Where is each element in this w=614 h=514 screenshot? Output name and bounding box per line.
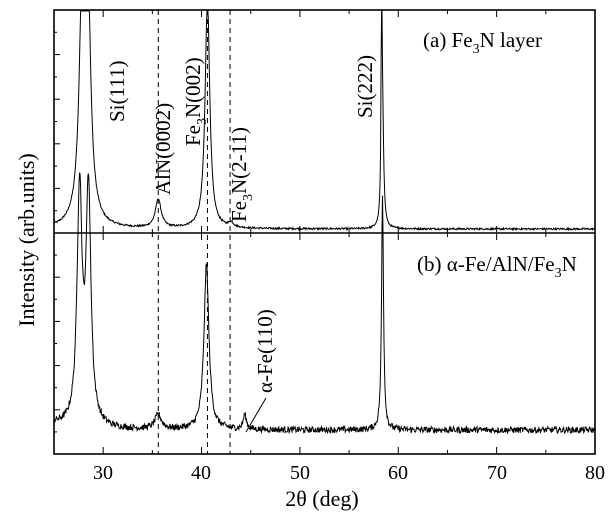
x-tick-label-30: 30 <box>93 462 113 484</box>
x-axis-title: 2θ (deg) <box>285 486 358 511</box>
peak-label-fe3n002: Fe3N(002) <box>181 57 210 146</box>
x-tick-label-80: 80 <box>585 462 605 484</box>
x-axis-ticks <box>53 10 596 454</box>
panel-b-label: (b) α-Fe/AlN/Fe3N <box>417 252 577 281</box>
diffraction-trace-line-b <box>53 172 596 435</box>
diffraction-trace-line-a <box>53 10 596 232</box>
peak-label-fe3n211: Fe3N(2-11) <box>227 127 256 222</box>
x-tick-label-70: 70 <box>487 462 507 484</box>
peak-label-aln0002: AlN(0002) <box>151 103 175 195</box>
x-tick-label-40: 40 <box>191 462 211 484</box>
panel-a-label: (a) Fe3N layer <box>423 28 542 57</box>
x-tick-label-60: 60 <box>388 462 408 484</box>
panel-b-diffraction-trace <box>53 172 596 435</box>
peak-label-si222: Si(222) <box>353 55 377 118</box>
peak-label-si111: Si(111) <box>105 61 129 122</box>
x-tick-label-50: 50 <box>290 462 310 484</box>
y-axis-title: Intensity (arb.units) <box>14 153 39 327</box>
reference-dashed-lines <box>157 10 231 454</box>
y-axis-ticks <box>54 31 60 433</box>
alpha-fe-leader-line <box>245 397 267 433</box>
peak-label-alpha-fe110: α-Fe(110) <box>253 309 277 393</box>
panel-a-diffraction-trace <box>53 10 596 232</box>
plot-frame <box>53 9 596 455</box>
